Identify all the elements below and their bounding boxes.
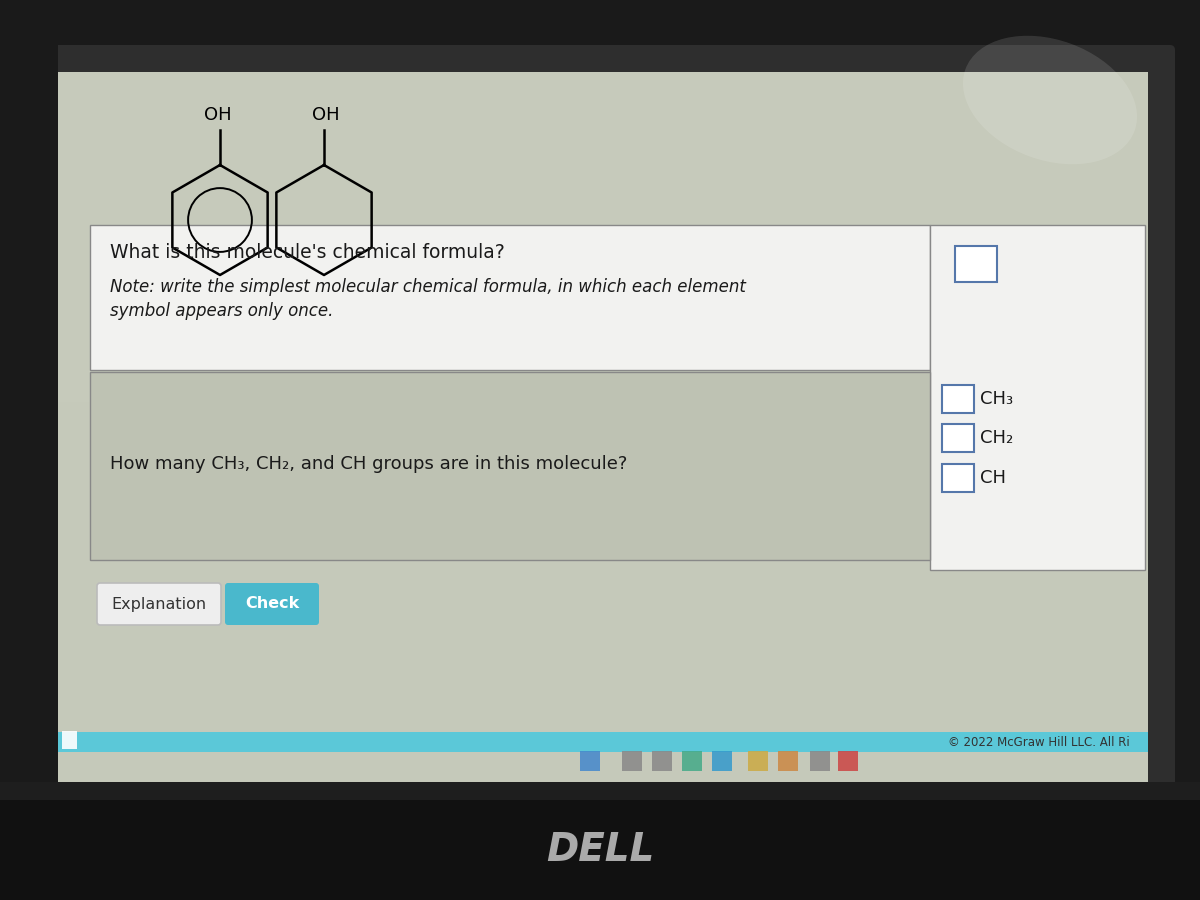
Bar [930,225,1145,570]
Text: DELL: DELL [546,831,654,869]
Bar [942,464,974,492]
Bar [62,731,77,749]
FancyBboxPatch shape [226,583,319,625]
Bar [580,751,600,771]
Text: What is this molecule's chemical formula?: What is this molecule's chemical formula… [110,244,505,263]
Bar [942,385,974,413]
Text: CH: CH [980,469,1006,487]
Bar [838,751,858,771]
Text: symbol appears only once.: symbol appears only once. [110,302,334,320]
Text: Note: write the simplest molecular chemical formula, in which each element: Note: write the simplest molecular chemi… [110,278,746,296]
FancyBboxPatch shape [97,583,221,625]
Bar [810,751,830,771]
Ellipse shape [962,36,1138,164]
Text: CH₂: CH₂ [980,429,1013,447]
Bar [58,72,1148,782]
Text: OH: OH [312,106,340,124]
Bar [955,246,997,282]
Bar [942,424,974,452]
Bar [748,751,768,771]
Bar [58,72,1148,402]
Bar [622,751,642,771]
Bar [0,800,1200,900]
Bar [0,40,58,800]
Text: © 2022 McGraw Hill LLC. All Ri: © 2022 McGraw Hill LLC. All Ri [948,736,1130,750]
Bar [712,751,732,771]
Text: How many CH₃, CH₂, and CH groups are in this molecule?: How many CH₃, CH₂, and CH groups are in … [110,455,628,473]
Text: CH₃: CH₃ [980,390,1013,408]
Bar [90,372,930,560]
Bar [682,751,702,771]
Bar [652,751,672,771]
Bar [90,225,930,370]
Bar [778,751,798,771]
Text: Check: Check [245,597,299,611]
Bar [58,732,1148,752]
FancyBboxPatch shape [35,45,1175,805]
Text: OH: OH [204,106,232,124]
Bar [0,782,1200,800]
Text: Explanation: Explanation [112,597,206,611]
